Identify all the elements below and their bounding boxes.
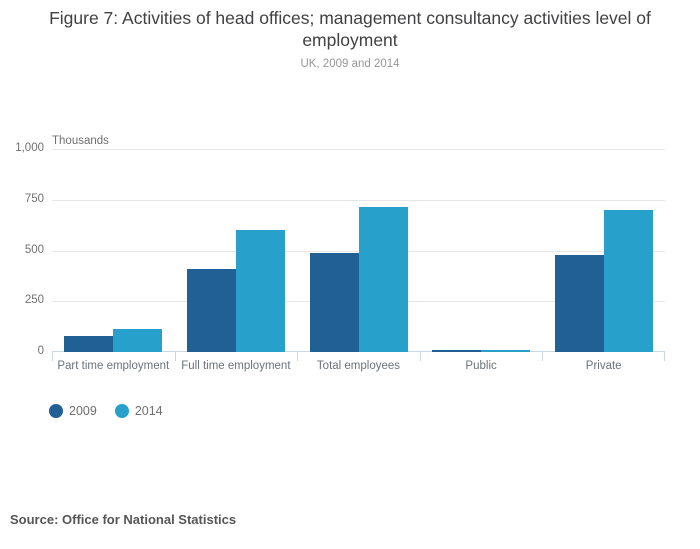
y-tick-label-500: 500 [24,243,44,256]
x-axis-tick [52,352,53,361]
bar-2014-public [481,349,531,352]
y-tick-label-0: 0 [37,345,44,357]
bar-2009-part-time-employment [64,336,114,352]
x-axis-tick [175,352,176,361]
x-axis-tick [420,352,421,361]
x-category-label: Full time employment [181,360,291,372]
legend-dot-2009 [49,404,63,418]
plot-area [52,149,665,361]
x-axis-tick [664,352,665,361]
legend-label-2014: 2014 [134,404,163,418]
y-tick-label-1000: 1,000 [15,142,44,154]
bar-2014-full-time-employment [235,230,285,352]
chart-title: Figure 7: Activities of head offices; ma… [49,8,651,50]
source-text: Source: Office for National Statistics [10,512,237,527]
legend-label-2009: 2009 [69,404,97,418]
x-category-label: Total employees [316,360,401,372]
x-axis-tick [297,352,298,361]
bar-2014-total-employees [358,207,408,352]
legend-entry-2009: 2009 [49,404,97,418]
bar-2009-total-employees [309,252,359,352]
legend: 2009 2014 [49,404,163,418]
x-category-label: Part time employment [57,360,170,372]
bar-2009-private [554,255,604,352]
legend-dot-2014 [114,404,129,418]
x-category-label: Private [585,360,622,372]
x-category-label: Public [465,360,497,372]
chart-subtitle: UK, 2009 and 2014 [300,58,400,70]
y-tick-label-750: 750 [24,192,44,205]
legend-entry-2014: 2014 [114,404,163,418]
bar-2009-full-time-employment [186,268,236,352]
y-tick-label-250: 250 [24,294,44,307]
gridline-1000 [52,149,665,150]
y-axis-unit-label: Thousands [52,135,109,147]
bar-2014-private [603,210,653,352]
bar-2014-part-time-employment [113,328,163,352]
gridline-750 [52,199,665,201]
bar-2009-public [432,349,482,352]
x-axis-tick [542,352,543,361]
